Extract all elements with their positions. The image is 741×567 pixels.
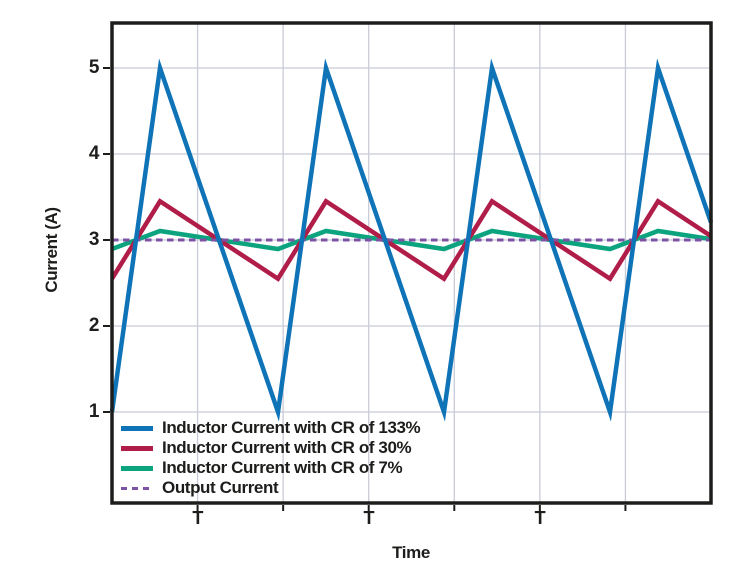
legend: Inductor Current with CR of 133% Inducto… (121, 418, 421, 498)
series-line-1 (110, 198, 713, 282)
y-tick-label: 5 (88, 57, 100, 78)
series-line-0 (109, 58, 714, 422)
legend-label: Inductor Current with CR of 7% (162, 458, 403, 477)
y-axis-title: Current (A) (42, 207, 61, 293)
legend-line-swatch-output (121, 486, 153, 490)
legend-line-swatch-cr-7 (121, 465, 153, 471)
y-tick-label: 2 (88, 315, 100, 336)
legend-line-swatch-cr-133 (121, 425, 153, 431)
x-tick-label-T: T (534, 508, 546, 528)
legend-label: Output Current (162, 478, 279, 497)
legend-item-output-current: Output Current (121, 478, 420, 498)
legend-item-cr-133: Inductor Current with CR of 133% (121, 418, 421, 438)
legend-label: Inductor Current with CR of 133% (162, 418, 421, 437)
series-line-2 (111, 228, 712, 252)
x-tick-label-T: T (192, 508, 203, 528)
y-tick-label: 3 (88, 229, 100, 250)
x-tick-label-T: T (363, 508, 374, 528)
y-tick-label: 4 (88, 143, 100, 164)
legend-label: Inductor Current with CR of 30% (162, 438, 412, 457)
y-tick-label: 1 (88, 401, 100, 422)
legend-item-cr-30: Inductor Current with CR of 30% (121, 438, 420, 458)
legend-item-cr-7: Inductor Current with CR of 7% (121, 458, 420, 478)
legend-line-swatch-cr-30 (121, 445, 153, 451)
x-axis-title: Time (392, 543, 430, 562)
plot-frame (110, 21, 713, 505)
